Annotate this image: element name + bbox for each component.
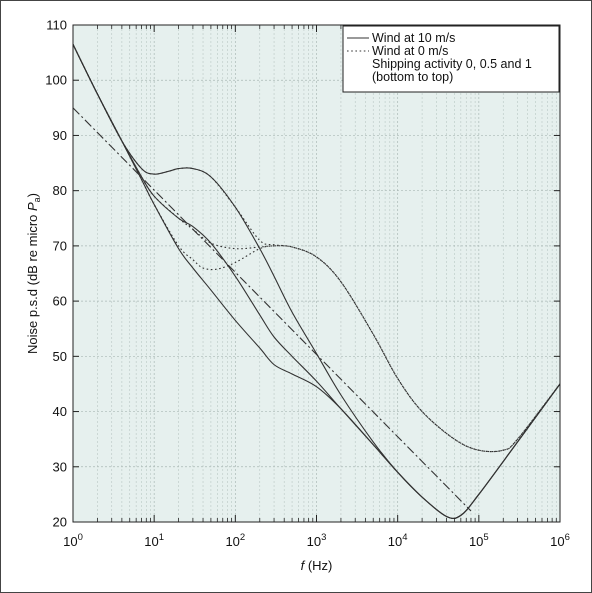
minor-gridlines [97,25,557,522]
x-axis-label: f (Hz) [301,558,333,573]
x-tick-label: 106 [550,532,570,549]
y-tick-label: 40 [53,404,67,419]
y-tick-label: 80 [53,183,67,198]
x-tick-label: 100 [63,532,83,549]
x-tick-label: 105 [469,532,489,549]
series-line-wind-0-shipping-0.5 [73,44,560,453]
y-tick-label: 90 [53,128,67,143]
x-tick-label: 104 [388,532,408,549]
y-tick-label: 60 [53,294,67,309]
legend-label-wind-0: Wind at 0 m/s [372,44,448,58]
y-tick-label: 50 [53,349,67,364]
x-axis-label-symbol: f [301,558,306,573]
y-tick-labels: 20 30 40 50 60 70 80 90 100 110 [45,18,67,530]
y-tick-label: 20 [53,515,67,530]
x-axis-label-unit: (Hz) [304,558,332,573]
y-tick-label: 110 [46,18,67,33]
x-tick-label: 103 [307,532,327,549]
series-line-wind-0-shipping-1 [73,44,560,453]
x-tick-label: 101 [144,532,164,549]
y-tick-label: 100 [45,73,67,88]
y-axis-label: Noise p.s.d (dB re micro Pa) [25,193,42,354]
series-line-trend-line [73,107,472,512]
series-line-wind-0-shipping-0 [73,44,560,453]
y-tick-label: 30 [53,459,67,474]
legend-label-shipping: Shipping activity 0, 0.5 and 1 [372,57,532,71]
legend-box [342,25,560,93]
y-tick-label: 70 [53,238,67,253]
x-tick-label: 102 [225,532,245,549]
legend: Wind at 10 m/s Wind at 0 m/s Shipping ac… [342,25,560,93]
legend-label-wind-10: Wind at 10 m/s [372,31,455,45]
legend-label-bottom-to-top: (bottom to top) [372,70,453,84]
x-tick-labels: 100 101 102 103 104 105 106 [63,532,570,549]
